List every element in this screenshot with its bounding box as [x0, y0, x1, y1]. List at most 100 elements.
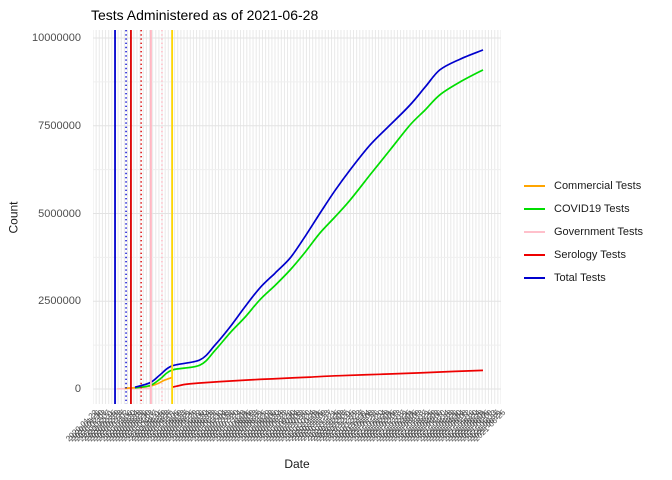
x-tick-label: 2020-10-16: [274, 408, 310, 444]
legend-swatch-commercial-tests: [524, 184, 545, 187]
x-tick-label: 2021-06-09: [459, 408, 495, 444]
x-tick-label: 2020-04-23: [136, 408, 172, 444]
x-tick-label: 2020-12-15: [321, 408, 357, 444]
x-tick-label: 2021-06-05: [456, 408, 492, 444]
x-tick-label: 2020-12-31: [333, 408, 370, 444]
x-tick-label: 2020-04-07: [123, 408, 159, 444]
chart-canvas: [92, 30, 502, 404]
legend-label: Government Tests: [554, 225, 644, 238]
x-tick-label: 2021-04-10: [412, 408, 448, 444]
x-tick-label: 2020-05-17: [155, 408, 191, 444]
x-tick-label: 2020-10-28: [283, 408, 320, 444]
x-tick-label: 2020-03-26: [114, 408, 150, 444]
x-tick-label: 2021-06-13: [462, 408, 498, 444]
x-tick-label: 2021-05-20: [443, 408, 480, 444]
x-tick-label: 2020-05-05: [145, 408, 181, 444]
x-tick-label: 2021-02-17: [371, 408, 407, 444]
x-tick-label: 2020-06-14: [177, 408, 213, 444]
x-tick-label: 2021-03-09: [387, 408, 423, 444]
x-tick-label: 2020-05-21: [158, 408, 194, 444]
x-tick-label: 2021-04-18: [418, 408, 455, 444]
legend-swatch-serology-tests: [524, 253, 545, 256]
x-tick-label: 2021-02-13: [368, 408, 404, 444]
x-tick-label: 2020-08-21: [230, 408, 266, 444]
chart-title: Tests Administered as of 2021-06-28: [91, 7, 319, 23]
x-tick-label: 2020-03-10: [101, 408, 138, 444]
x-tick-label: 2020-09-26: [258, 408, 294, 444]
x-tick-label: 2021-04-26: [424, 408, 461, 444]
x-tick-label: 2021-05-28: [450, 408, 486, 444]
x-tick-label: 2020-07-20: [205, 408, 241, 444]
x-tick-label: 2021-02-05: [362, 408, 398, 444]
legend-item-commercial-tests: Commercial Tests: [524, 174, 643, 197]
x-tick-label: 2020-04-27: [139, 408, 175, 444]
x-tick-label: 2021-01-16: [346, 408, 382, 444]
x-tick-label: 2020-03-30: [117, 408, 153, 444]
x-tick-label: 2020-10-24: [280, 408, 316, 444]
y-tick-label: 2500000: [38, 295, 81, 308]
x-tick-label: 2020-09-10: [246, 408, 282, 444]
x-tick-label: 2020-08-01: [214, 408, 251, 444]
x-tick-label: 2021-03-13: [390, 408, 426, 444]
plot-panel: [92, 30, 502, 404]
x-tick-label: 2021-05-16: [440, 408, 476, 444]
x-tick-label: 2021-02-09: [365, 408, 401, 444]
x-tick-label: 2020-06-26: [186, 408, 222, 444]
x-tick-label: 2020-12-07: [315, 408, 351, 444]
x-tick-label: 2020-11-05: [290, 408, 326, 443]
x-tick-label: 2021-03-21: [396, 408, 433, 444]
x-tick-label: 2020-06-30: [189, 408, 225, 444]
x-tick-label: 2021-03-01: [381, 408, 417, 444]
x-tick-label: 2020-11-13: [296, 408, 332, 443]
x-tick-label: 2020-09-14: [249, 408, 285, 444]
x-tick-label: 2021-04-22: [421, 408, 458, 444]
x-tick-label: 2021-03-17: [393, 408, 429, 444]
x-tick-label: 2020-03-18: [108, 408, 144, 444]
x-tick-label: 2020-04-19: [133, 408, 169, 444]
x-tick-label: 2021-02-21: [374, 408, 411, 444]
x-tick-label: 2020-05-09: [148, 408, 185, 444]
legend: Commercial Tests COVID19 Tests Government …: [524, 174, 643, 289]
y-axis-tick-labels: 0 2500000 5000000 7500000 10000000: [0, 0, 86, 480]
x-tick-label: 2020-08-05: [217, 408, 254, 444]
x-tick-label: 2021-03-25: [399, 408, 436, 444]
x-tick-label: 2020-12-27: [330, 408, 367, 444]
legend-item-total-tests: Total Tests: [524, 266, 643, 289]
y-tick-label: 10000000: [32, 32, 81, 44]
x-tick-label: 2020-07-12: [199, 408, 235, 444]
x-tick-label: 2020-04-03: [120, 408, 156, 444]
legend-swatch-covid19-tests: [524, 207, 545, 210]
x-tick-label: 2021-05-08: [434, 408, 470, 444]
x-tick-label: 2021-06-21: [468, 408, 505, 444]
x-tick-label: 2021-01-20: [349, 408, 385, 444]
x-tick-label: 2020-10-08: [268, 408, 304, 444]
x-tick-label: 2020-06-22: [183, 408, 219, 444]
x-tick-label: 2020-11-25: [306, 408, 342, 443]
x-tick-label: 2020-07-16: [202, 408, 238, 444]
legend-label: Serology Tests: [554, 248, 626, 261]
x-tick-label: 2020-06-06: [170, 408, 207, 444]
legend-label: Total Tests: [554, 271, 606, 284]
x-tick-label: 2021-04-30: [428, 408, 464, 444]
legend-swatch-total-tests: [524, 276, 545, 279]
x-tick-label: 2020-05-25: [161, 408, 197, 444]
x-tick-label: 2021-05-04: [431, 408, 467, 444]
x-tick-label: 2020-07-04: [192, 408, 229, 444]
legend-item-covid19-tests: COVID19 Tests: [524, 197, 643, 220]
y-tick-label: 7500000: [38, 119, 81, 132]
x-tick-label: 2020-06-10: [173, 408, 210, 444]
x-tick-label: 2020-11-01: [287, 408, 323, 443]
x-tick-label: 2021-04-02: [406, 408, 442, 444]
legend-item-serology-tests: Serology Tests: [524, 243, 643, 266]
x-tick-label: 2020-09-06: [242, 408, 279, 444]
series-serology-tests-line: [172, 369, 484, 389]
x-tick-label: 2021-05-24: [446, 408, 483, 444]
x-tick-label: 2020-09-30: [261, 408, 298, 444]
x-tick-label: 2021-01-28: [355, 408, 392, 444]
x-tick-label: 2020-05-29: [164, 408, 200, 444]
x-tick-label: 2020-12-03: [312, 408, 348, 444]
x-tick-label: 2021-04-14: [415, 408, 451, 444]
x-tick-label: 2021-01-24: [352, 408, 389, 444]
x-tick-label: 2020-08-09: [220, 408, 257, 444]
x-tick-label: 2020-10-04: [264, 408, 301, 444]
